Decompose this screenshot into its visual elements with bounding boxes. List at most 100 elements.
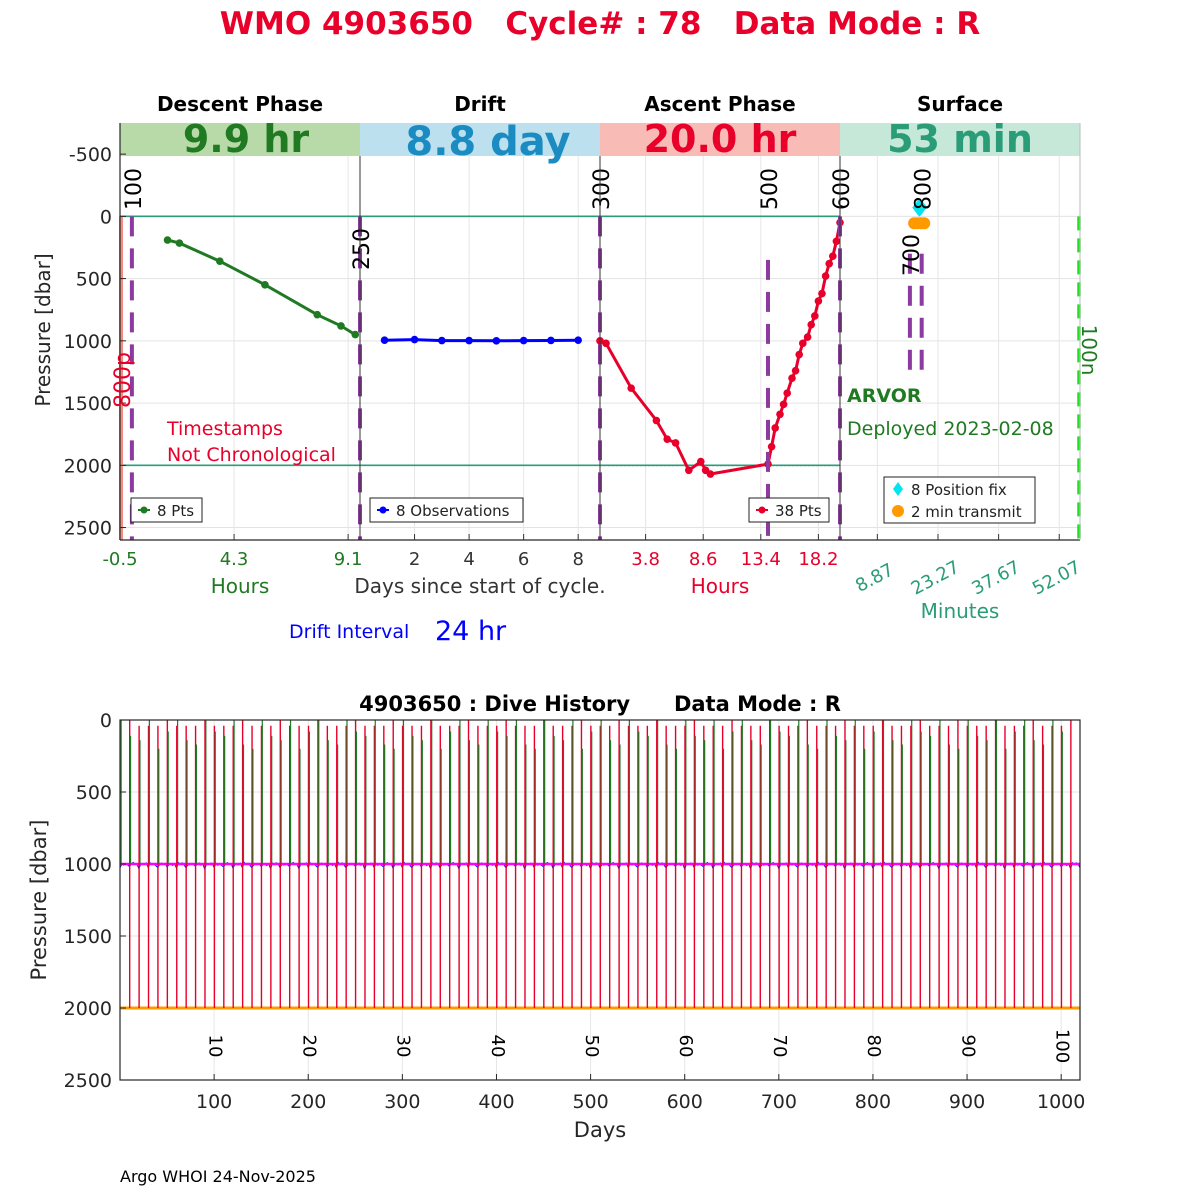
descent-point (337, 322, 345, 330)
descent-point (351, 330, 360, 339)
cycle-number-label: 100 (1051, 1029, 1072, 1063)
ascent-point (814, 297, 823, 305)
surface-axis-label: Minutes (921, 599, 1000, 623)
cycle-number-label: 50 (581, 1035, 602, 1058)
ascent-point (697, 457, 705, 466)
ascent-point (799, 339, 807, 348)
legend-descent: 8 Pts (130, 497, 203, 523)
ascent-marker-label-500: 500 (758, 168, 783, 210)
surface-x-tick-label: 23.27 (908, 557, 963, 600)
descent-point (313, 310, 322, 319)
descent-marker-label-250: 250 (350, 228, 375, 270)
legend-transmit-text: 2 min transmit (911, 503, 1022, 521)
footer-credit: Argo WHOI 24-Nov-2025 (120, 1167, 316, 1186)
cycle-number-label: 40 (487, 1035, 508, 1058)
ascent-point (652, 416, 661, 425)
bot-x-tick-label: 500 (572, 1091, 608, 1113)
bot-x-tick-label: 700 (761, 1091, 797, 1113)
ascent-point (811, 312, 819, 320)
ascent-x-tick-label: 18.2 (798, 549, 838, 570)
legend-ascent-text: 38 Pts (775, 502, 822, 520)
legend-ascent-marker (758, 506, 766, 514)
timestamps-warning-line1: Timestamps (166, 418, 283, 440)
ascent-axis-label: Hours (691, 574, 750, 598)
ascent-point (791, 366, 800, 375)
surface-duration-band (840, 123, 1080, 156)
drift-line (384, 338, 579, 343)
ascent-point (671, 439, 680, 447)
drift-point (410, 335, 419, 344)
dive-history-axes (119, 719, 1081, 1081)
ascent-point (776, 410, 784, 419)
cycle-profile-axes: -500 0 500 1000 1500 2000 2500 (64, 123, 1081, 541)
drift-x-tick-label: 6 (518, 549, 529, 570)
legend-descent-marker (140, 506, 148, 514)
dive-history-y-label: Pressure [dbar] (27, 820, 51, 981)
ascent-point (829, 252, 837, 260)
surface-x-tick-label: 8.87 (852, 559, 897, 596)
bot-x-tick-label: 900 (949, 1091, 985, 1113)
dive-history-chart: 0 500 1000 1500 2000 2500 100 200 300 400 500 600 70… (27, 692, 1085, 1142)
y-tick-label: 2500 (64, 518, 112, 540)
bot-y-tick-label: 1000 (64, 854, 112, 876)
timestamps-warning-line2: Not Chronological (167, 444, 336, 466)
phase-title-surface: Surface (917, 92, 1003, 116)
bot-x-tick-label: 1000 (1037, 1091, 1085, 1113)
duration-ascent: 20.0 hr (644, 117, 797, 161)
cycle-profile-y-label: Pressure [dbar] (31, 253, 55, 406)
drift-point (574, 336, 582, 345)
ascent-duration-band (600, 123, 840, 156)
drift-interval-value: 24 hr (435, 616, 507, 647)
drift-interval-label: Drift Interval (289, 621, 409, 643)
ascent-point (818, 289, 826, 298)
reference-lines (120, 215, 1080, 467)
surface-x-tick-label: 37.67 (968, 557, 1023, 600)
legend-position-fix-text: 8 Position fix (911, 481, 1007, 499)
ascent-line (599, 222, 842, 476)
bot-x-tick-label: 600 (667, 1091, 703, 1113)
descent-line (167, 238, 356, 336)
ascent-marker-label-600: 600 (830, 168, 855, 210)
ascent-point (627, 384, 635, 392)
drift-x-tick-label: 2 (409, 549, 420, 570)
side-label-800p: 800p (111, 352, 136, 408)
bot-y-tick-label: 500 (76, 782, 112, 804)
ascent-point (788, 374, 796, 382)
ascent-point (685, 466, 693, 475)
cycle-profile-series (163, 199, 931, 478)
ascent-point (663, 435, 671, 443)
bot-x-tick-label: 800 (855, 1091, 891, 1113)
float-type: ARVOR (847, 385, 922, 407)
descent-point (175, 239, 184, 247)
phase-duration-bands (120, 123, 1080, 156)
descent-point (216, 257, 224, 265)
bot-x-tick-label: 400 (478, 1091, 514, 1113)
cycle-number-label: 20 (299, 1035, 320, 1058)
cycle-number-label: 30 (393, 1035, 414, 1058)
y-tick-label: 0 (100, 206, 112, 228)
descent-duration-band (120, 123, 360, 156)
descent-left-bar (119, 216, 123, 540)
y-tick-label: 500 (76, 269, 112, 291)
bot-x-tick-label: 200 (290, 1091, 326, 1113)
dive-history-x-label: Days (574, 1118, 626, 1142)
drift-axis-label: Days since start of cycle. (354, 574, 605, 598)
ascent-point (779, 400, 788, 409)
descent-x-tick-label: 9.1 (334, 549, 363, 570)
dive-history-title: 4903650 : Dive History Data Mode : R (359, 692, 841, 716)
surface-marker-label-800: 800 (912, 168, 937, 210)
ascent-point (807, 320, 815, 329)
cycle-number-label: 10 (204, 1035, 225, 1058)
ascent-x-tick-label: 13.4 (741, 549, 781, 570)
ascent-point (783, 389, 791, 397)
drift-point (438, 336, 446, 345)
drift-point (465, 336, 473, 345)
drift-point (547, 336, 555, 345)
y-tick-label: -500 (69, 144, 112, 166)
edge-label-100n: 100n (1077, 325, 1101, 376)
drift-x-tick-label: 8 (572, 549, 583, 570)
drift-point (380, 336, 389, 345)
ascent-point (706, 470, 715, 478)
